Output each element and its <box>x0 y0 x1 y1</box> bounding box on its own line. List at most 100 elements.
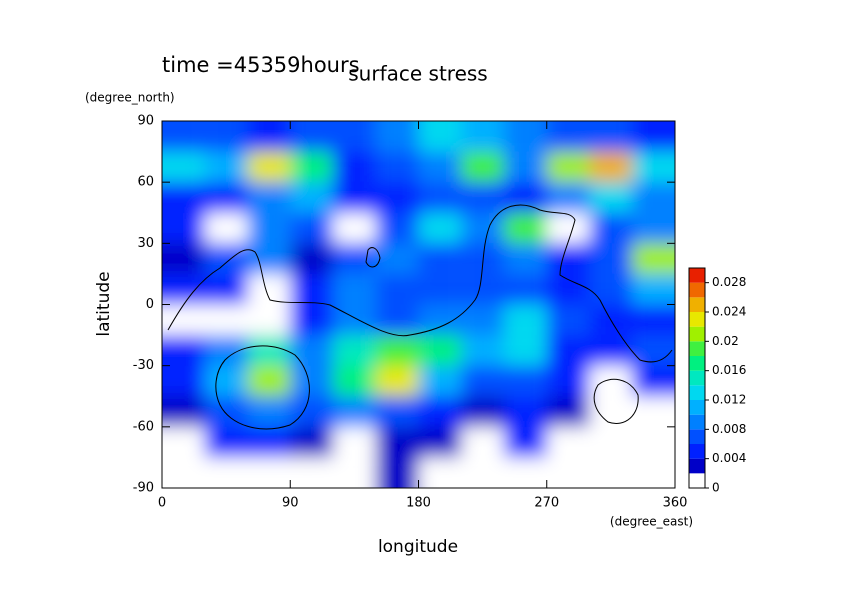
colorbar-swatch <box>689 326 705 342</box>
colorbar-swatch <box>689 297 705 312</box>
cell <box>504 396 547 427</box>
cell <box>632 212 675 244</box>
cell <box>504 335 547 366</box>
cell <box>546 243 590 274</box>
cell <box>546 151 590 183</box>
cell <box>204 212 248 244</box>
cell <box>589 212 633 244</box>
colorbar-swatch <box>689 341 705 356</box>
cell <box>333 365 376 397</box>
cell <box>632 182 675 213</box>
cell <box>333 182 376 213</box>
cell <box>589 426 633 458</box>
colorbar-tick-label: 0.024 <box>712 305 746 319</box>
cell <box>247 396 291 427</box>
cell <box>247 426 291 458</box>
cell <box>504 121 547 152</box>
cell <box>375 304 419 336</box>
cell <box>589 121 633 152</box>
colorbar-tick-label: 0.028 <box>712 275 746 289</box>
cell <box>418 121 462 152</box>
cell <box>461 335 504 366</box>
cell <box>162 243 205 274</box>
colorbar-swatch <box>689 370 705 386</box>
cell <box>461 365 504 397</box>
cell <box>204 457 248 488</box>
cell <box>375 457 419 488</box>
cell <box>290 304 333 336</box>
cell <box>546 335 590 366</box>
cell <box>247 243 291 274</box>
cell <box>461 212 504 244</box>
cell <box>204 273 248 305</box>
cell <box>546 212 590 244</box>
cell <box>418 304 462 336</box>
x-tick-label: 360 <box>663 496 688 511</box>
cell <box>418 273 462 305</box>
cell <box>546 457 590 488</box>
cell <box>589 365 633 397</box>
cell <box>290 396 333 427</box>
cell <box>589 151 633 183</box>
cell <box>162 121 205 152</box>
y-units: (degree_north) <box>85 91 175 105</box>
colorbar-swatch <box>689 429 705 444</box>
cell <box>418 212 462 244</box>
cell <box>461 182 504 213</box>
cell <box>375 243 419 274</box>
cell <box>290 335 333 366</box>
cell <box>632 151 675 183</box>
cell <box>504 151 547 183</box>
cell <box>504 457 547 488</box>
cells <box>162 121 675 488</box>
cell <box>333 243 376 274</box>
cell <box>204 121 248 152</box>
cell <box>290 365 333 397</box>
cell <box>333 426 376 458</box>
cell <box>589 396 633 427</box>
colorbar-swatch <box>689 312 705 327</box>
cell <box>632 335 675 366</box>
cell <box>290 151 333 183</box>
cell <box>162 182 205 213</box>
cell <box>375 396 419 427</box>
cell <box>504 365 547 397</box>
cell <box>589 335 633 366</box>
x-axis-label: longitude <box>378 537 458 557</box>
cell <box>162 151 205 183</box>
cell <box>461 426 504 458</box>
cell <box>204 304 248 336</box>
cell <box>418 457 462 488</box>
cell <box>418 182 462 213</box>
cell <box>375 273 419 305</box>
cell <box>418 151 462 183</box>
cell <box>504 212 547 244</box>
cell <box>162 304 205 336</box>
cell <box>247 457 291 488</box>
cell <box>632 304 675 336</box>
cell <box>290 212 333 244</box>
cell <box>162 335 205 366</box>
cell <box>632 365 675 397</box>
cell <box>333 335 376 366</box>
cell <box>290 182 333 213</box>
colorbar-swatch <box>689 268 705 283</box>
cell <box>290 121 333 152</box>
colorbar-swatch <box>689 356 705 371</box>
cell <box>375 212 419 244</box>
cell <box>461 457 504 488</box>
cell <box>504 243 547 274</box>
cell <box>461 396 504 427</box>
cell <box>162 457 205 488</box>
cell <box>461 121 504 152</box>
cell <box>546 121 590 152</box>
cell <box>632 396 675 427</box>
cell <box>290 426 333 458</box>
y-tick-label: 90 <box>137 114 154 129</box>
cell <box>461 151 504 183</box>
y-tick-label: -30 <box>133 358 154 373</box>
coastlines <box>167 204 673 430</box>
cell <box>589 457 633 488</box>
y-tick-label: -90 <box>133 481 154 496</box>
